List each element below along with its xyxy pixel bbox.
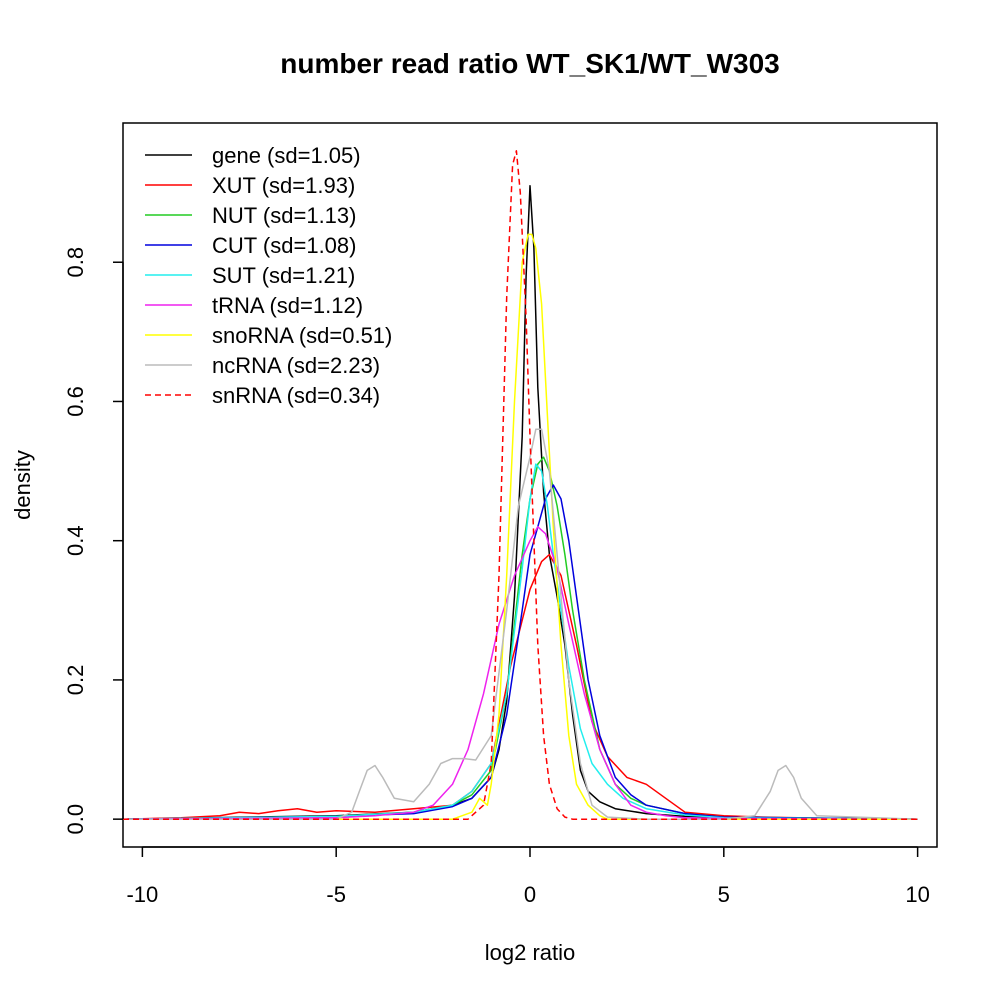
legend-label: snoRNA (sd=0.51) [212,323,392,348]
x-tick-label: 10 [905,882,929,907]
legend-label: NUT (sd=1.13) [212,203,356,228]
series-line-5 [122,526,918,820]
series-line-8 [123,150,918,820]
legend-label: gene (sd=1.05) [212,143,361,168]
x-tick-label: -10 [126,882,158,907]
series-line-6 [123,233,918,820]
legend-label: SUT (sd=1.21) [212,263,355,288]
y-tick-label: 0.6 [63,386,88,417]
chart-title: number read ratio WT_SK1/WT_W303 [280,48,779,79]
legend-label: snRNA (sd=0.34) [212,383,380,408]
y-axis: 0.0 0.2 0.4 0.6 0.8 [63,247,124,835]
legend-label: CUT (sd=1.08) [212,233,356,258]
x-tick-label: -5 [326,882,346,907]
legend-label: ncRNA (sd=2.23) [212,353,380,378]
y-axis-label: density [10,450,35,520]
legend: gene (sd=1.05) XUT (sd=1.93) NUT (sd=1.13)… [145,143,392,408]
y-tick-label: 0.8 [63,247,88,278]
series-line-2 [122,456,918,820]
y-tick-label: 0.2 [63,665,88,696]
series-line-7 [123,428,918,820]
series-line-1 [122,553,918,820]
series-layer [122,150,918,820]
x-tick-label: 5 [718,882,730,907]
x-tick-label: 0 [524,882,536,907]
plot-frame [122,122,938,848]
x-axis: -10 -5 0 5 10 [126,846,930,907]
legend-label: XUT (sd=1.93) [212,173,355,198]
x-axis-label: log2 ratio [485,940,576,965]
y-tick-label: 0.4 [63,525,88,556]
series-line-3 [122,484,918,820]
y-tick-label: 0.0 [63,804,88,835]
series-line-4 [122,463,918,820]
legend-label: tRNA (sd=1.12) [212,293,363,318]
